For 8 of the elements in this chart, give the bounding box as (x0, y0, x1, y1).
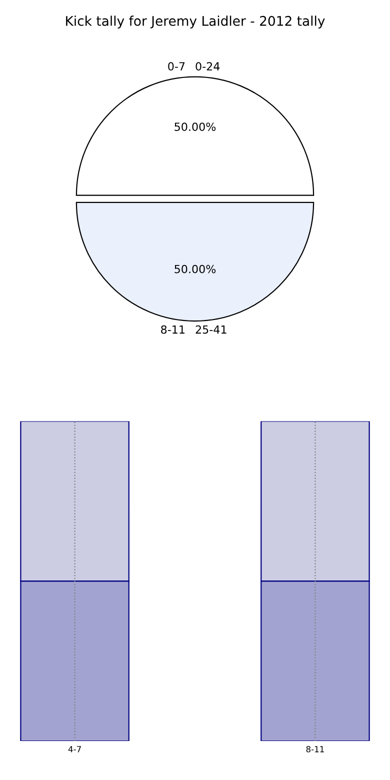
slice-label: 0-24 (196, 62, 220, 71)
data-label: 50.00% (174, 122, 216, 131)
text: 0-7 (168, 62, 185, 71)
x-tick-label: 4-7 (68, 746, 81, 752)
slice-label: 25-41 (196, 325, 226, 334)
chart-title: Kick tally for Jeremy Laidler - 2012 tally (66, 16, 325, 28)
data-label: 50.00% (174, 264, 216, 274)
text: 8-11 (161, 325, 184, 334)
